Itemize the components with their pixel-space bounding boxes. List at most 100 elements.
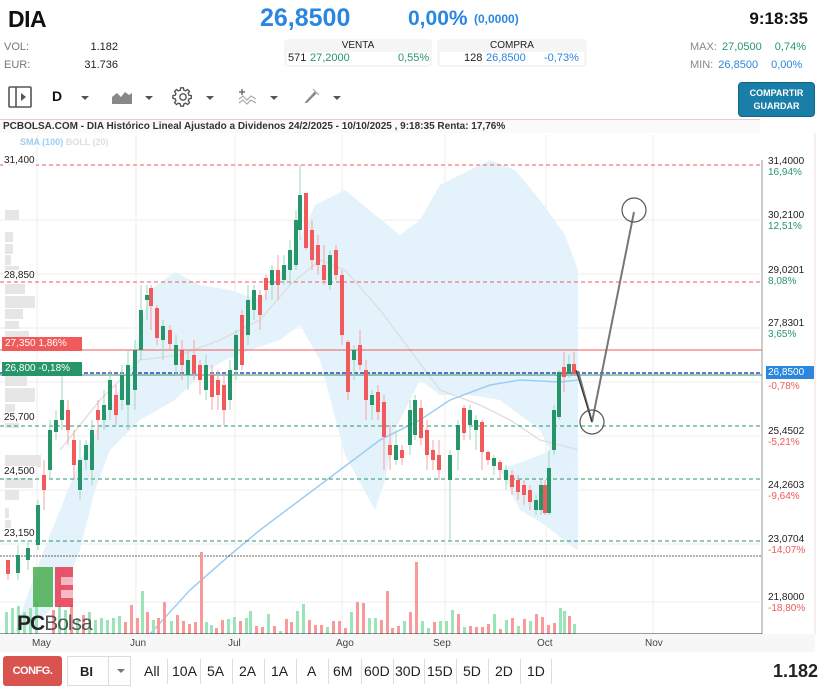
current-price-tag: 26,8500 bbox=[766, 366, 814, 379]
share-label: COMPARTIR bbox=[749, 88, 804, 98]
range-15d[interactable]: 15D bbox=[427, 663, 453, 679]
resistance-tag: 27,350 1,86% bbox=[2, 337, 82, 351]
chevron-down-icon[interactable] bbox=[145, 96, 153, 100]
level-label: 25,700 bbox=[3, 412, 36, 423]
range-10a[interactable]: 10A bbox=[172, 663, 197, 679]
venta-box: VENTA 571 27,2000 0,55% bbox=[284, 39, 432, 67]
axis-price: 23,0704 bbox=[768, 534, 805, 545]
min-value: 26,8500 bbox=[718, 59, 759, 71]
min-label: MIN: bbox=[690, 59, 714, 71]
axis-price: 29,0201 bbox=[768, 265, 805, 276]
max-row: MAX: 27,0500 0,74% bbox=[690, 41, 806, 53]
period-selector[interactable]: D bbox=[52, 88, 63, 104]
bottom-volume: 1.182 bbox=[772, 661, 818, 681]
volume-value: 1.182 bbox=[90, 41, 118, 53]
save-label: GUARDAR bbox=[753, 101, 800, 111]
chevron-down-icon[interactable] bbox=[333, 96, 341, 100]
axis-pct: -9,64% bbox=[768, 491, 800, 502]
range-5a[interactable]: 5A bbox=[207, 663, 225, 679]
axis-pct: 3,65% bbox=[768, 329, 797, 340]
axis-price: 24,2603 bbox=[768, 480, 805, 491]
share-save-button[interactable]: COMPARTIR GUARDAR bbox=[738, 82, 815, 117]
range-5d[interactable]: 5D bbox=[463, 663, 481, 679]
x-axis bbox=[0, 634, 815, 652]
axis-pct: -18,80% bbox=[768, 603, 806, 614]
chart-title-bar bbox=[0, 119, 760, 133]
axis-price: 21,8000 bbox=[768, 592, 805, 603]
price-chart[interactable] bbox=[0, 133, 830, 634]
indicators-icon[interactable] bbox=[238, 86, 258, 108]
level-label: 28,850 bbox=[3, 270, 36, 281]
legend-boll[interactable]: BOLL (20) bbox=[65, 137, 109, 147]
axis-price: 27,8301 bbox=[768, 318, 805, 329]
range-a[interactable]: A bbox=[307, 663, 317, 679]
chevron-down-icon[interactable] bbox=[270, 96, 278, 100]
max-label: MAX: bbox=[690, 41, 717, 53]
range-6m[interactable]: 6M bbox=[333, 663, 353, 679]
compra-title: COMPRA bbox=[490, 40, 534, 51]
quote-time: 9:18:35 bbox=[749, 9, 808, 28]
legend-sma[interactable]: SMA (100) bbox=[20, 137, 64, 147]
month-label: Jul bbox=[228, 638, 241, 649]
axis-pct: 8,08% bbox=[768, 276, 797, 287]
axis-price: 25,4502 bbox=[768, 426, 805, 437]
month-label: Oct bbox=[537, 638, 553, 649]
month-label: Ago bbox=[336, 638, 354, 649]
venta-price: 27,2000 bbox=[310, 52, 350, 64]
level-label: 23,150 bbox=[3, 528, 36, 539]
change-absolute: (0,0000) bbox=[474, 12, 519, 26]
range-60d[interactable]: 60D bbox=[364, 663, 390, 679]
max-pct: 0,74% bbox=[774, 41, 806, 53]
range-2d[interactable]: 2D bbox=[495, 663, 513, 679]
panel-toggle-icon[interactable] bbox=[8, 86, 32, 108]
month-label: Nov bbox=[645, 638, 663, 649]
chevron-down-icon[interactable] bbox=[81, 96, 89, 100]
range-all[interactable]: All bbox=[144, 663, 160, 679]
change-percent: 0,00% bbox=[408, 7, 468, 30]
chart-type-value: BI bbox=[80, 664, 93, 679]
volume-label: VOL: bbox=[4, 41, 30, 53]
axis-pct: -14,07% bbox=[768, 545, 806, 556]
ticker-symbol: DIA bbox=[8, 6, 47, 32]
min-row: MIN: 26,8500 0,00% bbox=[690, 59, 802, 71]
chevron-down-icon[interactable] bbox=[117, 669, 125, 673]
compra-qty: 128 bbox=[464, 52, 483, 64]
axis-pct: 12,51% bbox=[768, 221, 802, 232]
axis-price: 30,2100 bbox=[768, 210, 805, 221]
compra-box: COMPRA 128 26,8500 -0,73% bbox=[437, 39, 587, 67]
area-chart-icon[interactable] bbox=[112, 86, 132, 108]
axis-price: 31,4000 bbox=[768, 156, 805, 167]
config-button[interactable]: CONFG. bbox=[3, 656, 62, 686]
venta-pct: 0,55% bbox=[398, 52, 430, 64]
venta-qty: 571 bbox=[288, 52, 307, 64]
axis-pct: 16,94% bbox=[768, 167, 802, 178]
axis-pct: -5,21% bbox=[768, 437, 800, 448]
max-value: 27,0500 bbox=[721, 41, 762, 53]
range-1d[interactable]: 1D bbox=[527, 663, 545, 679]
chevron-down-icon[interactable] bbox=[206, 96, 214, 100]
current-pct: -0,78% bbox=[768, 381, 800, 392]
gear-icon[interactable] bbox=[172, 86, 194, 108]
watermark-text: Bolsa bbox=[44, 612, 93, 635]
eur-label: EUR: bbox=[4, 59, 31, 71]
range-2a[interactable]: 2A bbox=[239, 663, 257, 679]
month-label: Sep bbox=[433, 638, 451, 649]
month-label: Jun bbox=[130, 638, 147, 649]
last-price: 26,8500 bbox=[260, 4, 351, 32]
pencil-icon[interactable] bbox=[302, 86, 320, 108]
level-label: 24,500 bbox=[3, 466, 36, 477]
indicator-legend: SMA (100) BOLL (20) bbox=[20, 137, 109, 147]
month-label: May bbox=[32, 638, 51, 649]
range-1a[interactable]: 1A bbox=[271, 663, 289, 679]
eur-value: 31.736 bbox=[84, 59, 118, 71]
support-tag: 26,800 -0,18% bbox=[2, 362, 82, 376]
compra-price: 26,8500 bbox=[486, 52, 526, 64]
chart-title: PCBOLSA.COM - DIA Histórico Lineal Ajust… bbox=[3, 121, 506, 132]
chart-type-select[interactable]: BI bbox=[67, 656, 131, 686]
compra-pct: -0,73% bbox=[544, 52, 579, 64]
range-30d[interactable]: 30D bbox=[395, 663, 421, 679]
venta-title: VENTA bbox=[341, 40, 375, 51]
pcbolsa-watermark: PCBolsa bbox=[17, 612, 93, 635]
level-label: 31,400 bbox=[3, 155, 36, 166]
min-pct: 0,00% bbox=[771, 59, 803, 71]
